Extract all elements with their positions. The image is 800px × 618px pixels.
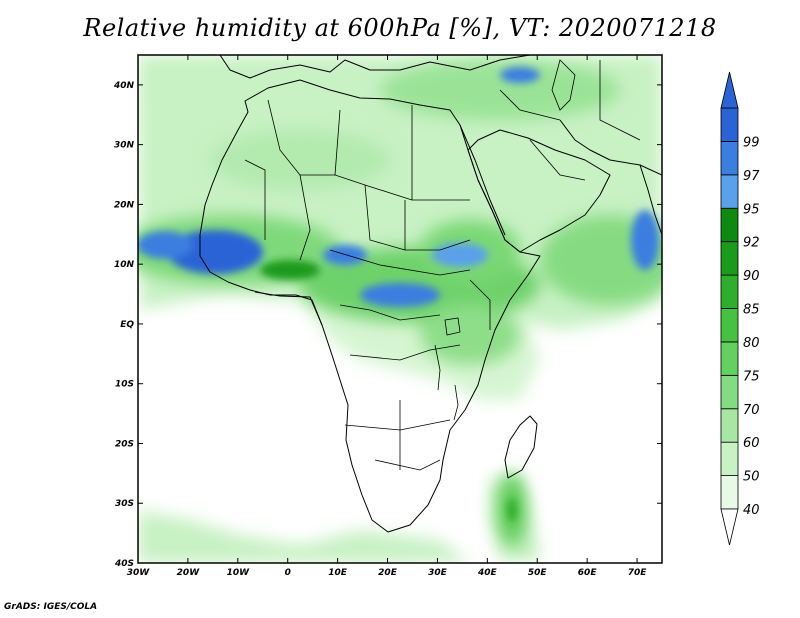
border-line: [299, 174, 311, 261]
x-tick-label: 30E: [428, 568, 448, 578]
y-tick-label: 10S: [115, 380, 134, 390]
colorbar-label: 50: [743, 470, 760, 485]
colorbar-segment: [720, 308, 739, 343]
colorbar-label: 97: [743, 169, 760, 184]
lake-malawi: [453, 384, 459, 421]
x-tick-label: 30W: [127, 568, 151, 578]
humid-core-eastafrica: [420, 305, 520, 365]
border-line: [364, 184, 406, 251]
colorbar-label: 99: [743, 135, 760, 150]
colorbar-segment: [720, 341, 739, 376]
x-tick-label: 0: [285, 568, 291, 578]
colorbar-segment: [720, 408, 739, 443]
colorbar-segment: [720, 374, 739, 410]
border-line: [374, 459, 441, 471]
red-sea-coast: [459, 124, 506, 236]
plot-frame: [137, 54, 663, 564]
colorbar-label: 85: [743, 303, 760, 318]
axes: 30W 20W 10W 0 10E 20E 30E 40E 50E 60E 70E 40N 30N 20N…: [113, 55, 662, 578]
x-tick-label: 10E: [328, 568, 348, 578]
colorbar-label: 95: [743, 202, 760, 217]
country-borders: [244, 59, 641, 471]
caspian-sea: [551, 59, 576, 111]
colorbar-segment: [720, 174, 739, 209]
border-line: [334, 109, 413, 201]
humidity-high-layer: [138, 67, 659, 522]
y-tick-label: 40S: [114, 559, 134, 569]
y-tick-label: 30N: [114, 141, 135, 151]
border-line: [469, 279, 491, 330]
humid-peak-turkey: [500, 67, 540, 83]
border-line: [267, 99, 335, 176]
colorbar-segment: [720, 107, 739, 142]
border-line: [404, 200, 471, 251]
humid-peak-car: [360, 283, 440, 307]
gulf-of-guinea-coast: [254, 291, 323, 326]
colorbar-label: 60: [743, 436, 760, 451]
europe-coastline: [219, 55, 531, 79]
colorbar-max-arrow: [720, 71, 739, 109]
humid-peak-arabiansea: [631, 210, 659, 270]
x-tick-label: 60E: [578, 568, 598, 578]
colorbar-segment: [720, 441, 739, 476]
map-title: Relative humidity at 600hPa [%], VT: 202…: [83, 14, 717, 42]
x-tick-label: 20W: [177, 568, 201, 578]
x-tick-label: 40E: [477, 568, 498, 578]
border-line: [599, 60, 641, 141]
lake-tanganyika: [434, 344, 441, 391]
humid-core-sahara: [210, 130, 390, 190]
border-line: [529, 139, 586, 181]
lake-victoria: [444, 317, 461, 336]
credit-label: GrADS: IGES/COLA: [4, 602, 98, 612]
humid-peak-madagascar: [507, 498, 517, 522]
humidity-field: [138, 55, 662, 563]
colorbar-segment: [720, 241, 739, 276]
persian-gulf-coast: [559, 119, 662, 176]
border-line: [329, 249, 471, 276]
y-tick-label: 40N: [113, 81, 135, 91]
humid-peak-chad: [323, 245, 367, 265]
x-tick-label: 50E: [528, 568, 548, 578]
border-line: [499, 89, 561, 121]
humid-peak-atlantic: [138, 231, 193, 259]
colorbar-label: 40: [743, 503, 760, 518]
arabia-coastline: [467, 129, 611, 253]
colorbar-segment: [720, 475, 739, 510]
india-coastline: [639, 164, 662, 236]
colorbar-label: 92: [743, 236, 760, 251]
humid-core-arabiansea: [540, 215, 662, 305]
colorbar-segment: [720, 207, 739, 243]
y-tick-label: 10N: [114, 260, 135, 270]
colorbar: 40 50 60 70 75 80 85 90 92 95 97 99: [720, 71, 760, 546]
x-tick-label: 20E: [378, 568, 398, 578]
y-tick-label: 20S: [115, 439, 134, 449]
y-tick-label: 30S: [115, 499, 134, 509]
y-tick-label: EQ: [120, 320, 134, 330]
colorbar-label: 70: [743, 403, 760, 418]
colorbar-min-arrow: [720, 508, 739, 546]
coastlines: [199, 55, 662, 533]
colorbar-label: 80: [743, 336, 760, 351]
y-tick-label: 20N: [114, 200, 135, 210]
border-line: [349, 344, 461, 361]
border-line: [244, 159, 266, 240]
border-line: [339, 304, 441, 321]
madagascar-coastline: [504, 415, 538, 479]
humid-peak-sudan: [432, 243, 488, 267]
colorbar-label: 75: [743, 369, 760, 384]
x-tick-label: 10W: [227, 568, 251, 578]
colorbar-segment: [720, 274, 739, 309]
colorbar-segment: [720, 141, 739, 176]
humid-peak-nigeria: [260, 260, 320, 280]
x-tick-label: 70E: [628, 568, 648, 578]
colorbar-label: 90: [743, 269, 760, 284]
humid-area-light-southatlantic: [138, 510, 470, 563]
